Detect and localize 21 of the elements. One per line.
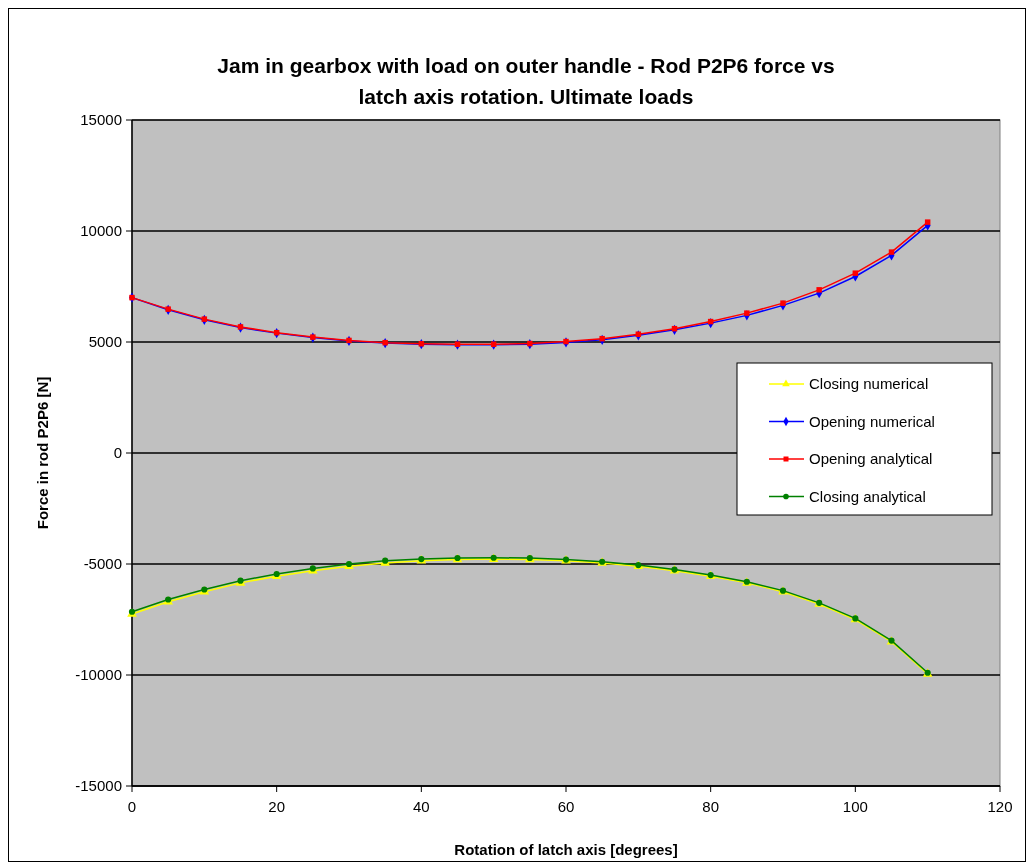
chart-title: Jam in gearbox with load on outer handle - Rod P2P6 force vs latch axis rotation. Ultimate loads [217,54,835,108]
y-tick-label: 0 [113,444,122,461]
x-axis-title: Rotation of latch axis [degrees] [454,841,678,858]
y-tick-label: 15000 [80,111,122,128]
y-tick-label: -10000 [75,666,122,683]
x-tick-label: 80 [702,798,720,815]
legend-label: Opening analytical [809,450,933,467]
x-tick-label: 40 [412,798,430,815]
x-tick-label: 120 [987,798,1013,815]
x-tick-label: 0 [127,798,137,815]
y-tick-label: -5000 [83,555,122,572]
x-tick-label: 60 [557,798,575,815]
legend-label: Closing numerical [809,375,929,392]
y-tick-label: 10000 [80,222,122,239]
y-tick-label: -15000 [75,777,122,794]
x-tick-label: 20 [268,798,286,815]
legend-label: Closing analytical [809,487,926,505]
x-tick-label: 100 [842,798,868,815]
y-tick-label: 5000 [88,333,122,350]
y-axis-title: Force in rod P2P6 [N] [34,376,51,530]
legend-label: Opening numerical [809,412,935,430]
